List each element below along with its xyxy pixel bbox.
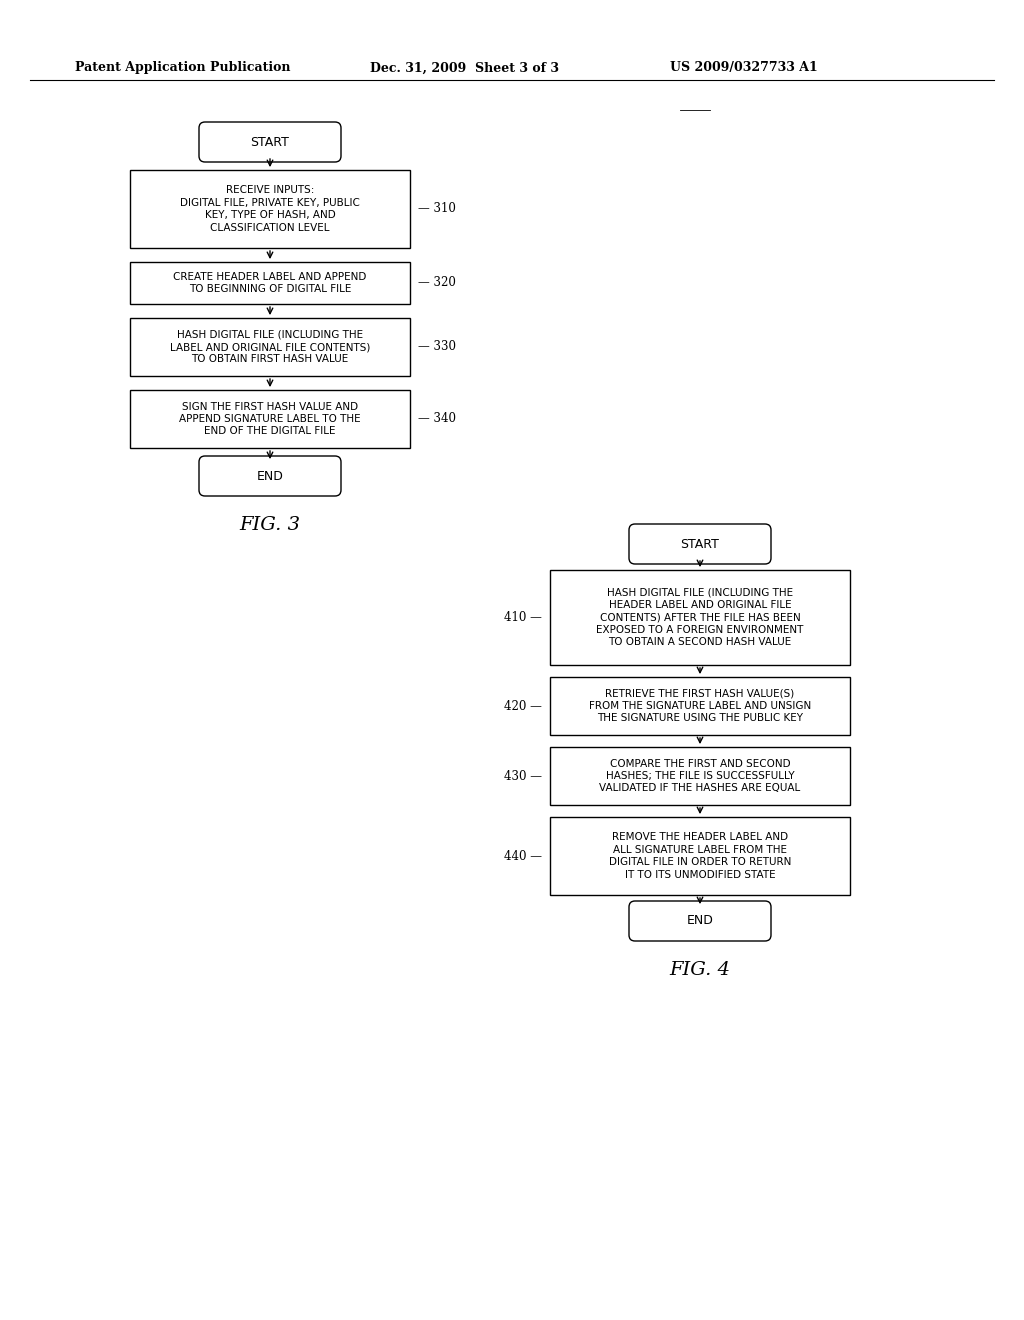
Text: 440 —: 440 —	[504, 850, 542, 862]
Text: END: END	[686, 915, 714, 928]
Text: — 340: — 340	[418, 412, 456, 425]
FancyBboxPatch shape	[199, 455, 341, 496]
Text: HASH DIGITAL FILE (INCLUDING THE
HEADER LABEL AND ORIGINAL FILE
CONTENTS) AFTER : HASH DIGITAL FILE (INCLUDING THE HEADER …	[596, 587, 804, 647]
Text: START: START	[681, 537, 720, 550]
Text: START: START	[251, 136, 290, 149]
FancyBboxPatch shape	[550, 817, 850, 895]
FancyBboxPatch shape	[130, 170, 410, 248]
Text: FIG. 4: FIG. 4	[670, 961, 730, 979]
FancyBboxPatch shape	[550, 747, 850, 805]
Text: REMOVE THE HEADER LABEL AND
ALL SIGNATURE LABEL FROM THE
DIGITAL FILE IN ORDER T: REMOVE THE HEADER LABEL AND ALL SIGNATUR…	[609, 833, 792, 879]
Text: 410 —: 410 —	[504, 611, 542, 624]
FancyBboxPatch shape	[199, 121, 341, 162]
Text: CREATE HEADER LABEL AND APPEND
TO BEGINNING OF DIGITAL FILE: CREATE HEADER LABEL AND APPEND TO BEGINN…	[173, 272, 367, 294]
Text: RECEIVE INPUTS:
DIGITAL FILE, PRIVATE KEY, PUBLIC
KEY, TYPE OF HASH, AND
CLASSIF: RECEIVE INPUTS: DIGITAL FILE, PRIVATE KE…	[180, 185, 360, 232]
Text: END: END	[257, 470, 284, 483]
Text: 420 —: 420 —	[504, 700, 542, 713]
FancyBboxPatch shape	[629, 902, 771, 941]
Text: US 2009/0327733 A1: US 2009/0327733 A1	[670, 62, 818, 74]
Text: — 310: — 310	[418, 202, 456, 215]
Text: HASH DIGITAL FILE (INCLUDING THE
LABEL AND ORIGINAL FILE CONTENTS)
TO OBTAIN FIR: HASH DIGITAL FILE (INCLUDING THE LABEL A…	[170, 330, 371, 364]
FancyBboxPatch shape	[629, 524, 771, 564]
FancyBboxPatch shape	[130, 389, 410, 447]
Text: COMPARE THE FIRST AND SECOND
HASHES; THE FILE IS SUCCESSFULLY
VALIDATED IF THE H: COMPARE THE FIRST AND SECOND HASHES; THE…	[599, 759, 801, 793]
FancyBboxPatch shape	[130, 318, 410, 376]
Text: SIGN THE FIRST HASH VALUE AND
APPEND SIGNATURE LABEL TO THE
END OF THE DIGITAL F: SIGN THE FIRST HASH VALUE AND APPEND SIG…	[179, 401, 360, 437]
Text: — 330: — 330	[418, 341, 456, 354]
Text: FIG. 3: FIG. 3	[240, 516, 300, 535]
FancyBboxPatch shape	[130, 261, 410, 304]
Text: Dec. 31, 2009  Sheet 3 of 3: Dec. 31, 2009 Sheet 3 of 3	[370, 62, 559, 74]
FancyBboxPatch shape	[550, 677, 850, 735]
Text: Patent Application Publication: Patent Application Publication	[75, 62, 291, 74]
Text: 430 —: 430 —	[504, 770, 542, 783]
Text: — 320: — 320	[418, 276, 456, 289]
Text: RETRIEVE THE FIRST HASH VALUE(S)
FROM THE SIGNATURE LABEL AND UNSIGN
THE SIGNATU: RETRIEVE THE FIRST HASH VALUE(S) FROM TH…	[589, 689, 811, 723]
FancyBboxPatch shape	[550, 570, 850, 665]
